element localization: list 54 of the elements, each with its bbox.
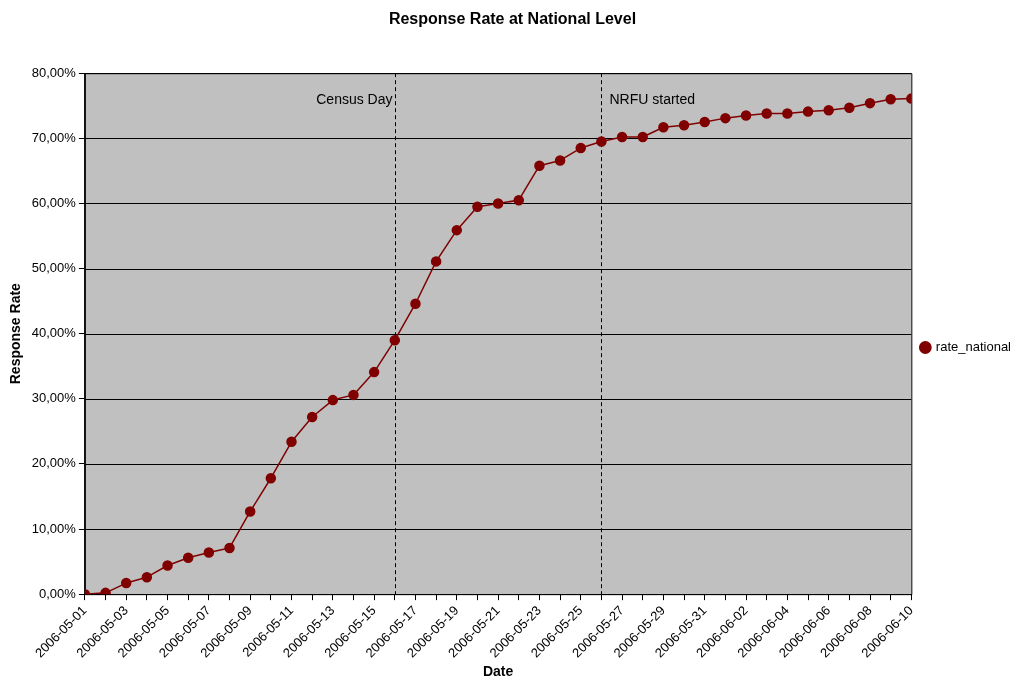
y-tick-label: 50,00% — [31, 260, 77, 276]
point — [596, 136, 607, 147]
point — [513, 194, 525, 206]
y-tick-label: 0,00% — [39, 585, 77, 601]
point — [720, 112, 731, 124]
point — [616, 131, 628, 143]
point — [658, 122, 669, 133]
y-tick-label: 30,00% — [31, 390, 77, 406]
point — [348, 389, 359, 401]
point — [451, 224, 463, 236]
point — [472, 201, 483, 212]
y-axis-title: Response Rate — [7, 282, 24, 385]
point — [492, 198, 504, 209]
x-axis-title: Date — [482, 663, 514, 680]
point — [430, 256, 442, 267]
point — [120, 577, 132, 589]
point — [554, 155, 566, 166]
point — [224, 542, 235, 554]
y-tick-label: 60,00% — [31, 195, 77, 211]
point — [286, 436, 297, 448]
point — [141, 571, 153, 583]
point — [575, 142, 587, 154]
y-tick-label: 70,00% — [31, 129, 77, 145]
point — [864, 97, 876, 109]
y-tick-label: 20,00% — [31, 455, 77, 471]
point — [534, 160, 545, 171]
chart-title: Response Rate at National Level — [388, 10, 637, 28]
point — [389, 334, 401, 346]
y-tick-label: 40,00% — [31, 325, 77, 341]
point — [162, 560, 173, 571]
legend-label: rate_national — [935, 339, 1012, 355]
point — [327, 394, 339, 406]
point — [740, 110, 752, 121]
point — [761, 108, 772, 119]
point — [244, 506, 256, 517]
point — [637, 131, 648, 143]
point — [678, 120, 690, 131]
ref-line-label: NRFU started — [609, 91, 696, 108]
y-tick-label: 80,00% — [31, 64, 77, 80]
point — [182, 552, 194, 563]
point — [368, 366, 380, 378]
y-tick-label: 10,00% — [31, 520, 77, 536]
point — [885, 94, 896, 105]
point — [306, 411, 318, 423]
point — [699, 116, 710, 128]
point — [265, 472, 277, 484]
point — [823, 105, 834, 116]
ref-line-label: Census Day — [316, 91, 393, 108]
point — [100, 587, 111, 595]
point — [410, 298, 421, 309]
point — [782, 108, 793, 119]
point — [802, 106, 814, 117]
point — [844, 102, 855, 113]
point — [203, 547, 215, 558]
